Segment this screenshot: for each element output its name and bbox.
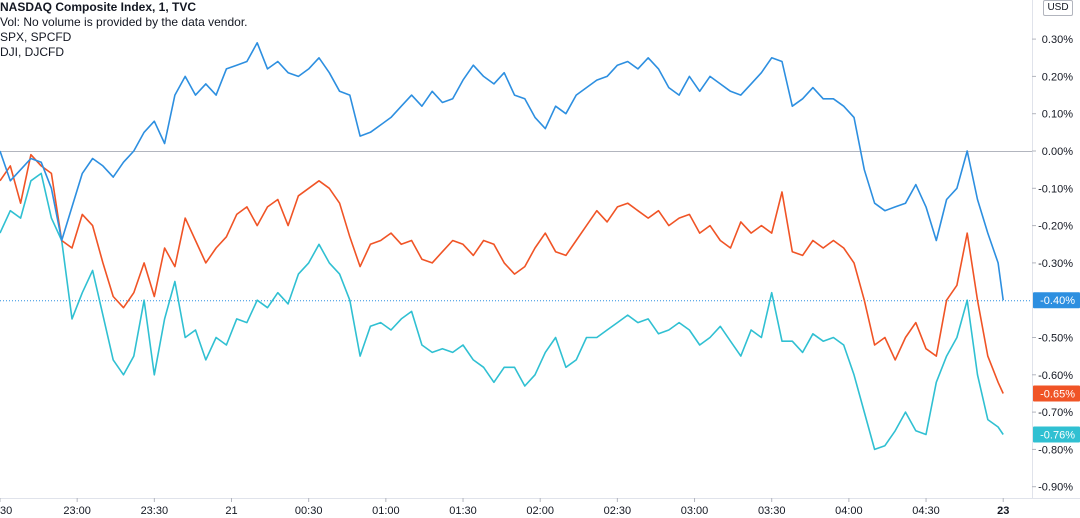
- currency-button[interactable]: USD: [1043, 0, 1073, 16]
- last-tag-text: -0.40%: [1040, 295, 1075, 307]
- x-tick-label: 04:00: [835, 505, 863, 517]
- last-tag-text: -0.65%: [1040, 388, 1075, 400]
- x-tick-label: 23:00: [63, 505, 91, 517]
- last-tag-text: -0.76%: [1040, 429, 1075, 441]
- dji-line[interactable]: [0, 172, 1004, 451]
- x-tick-label: 02:00: [526, 505, 554, 517]
- legend-spx[interactable]: SPX, SPCFD: [0, 30, 72, 44]
- y-tick-label: -0.80%: [1038, 444, 1073, 456]
- x-tick-label: 03:00: [681, 505, 709, 517]
- y-tick-label: 0.10%: [1042, 109, 1073, 121]
- y-tick-label: -0.70%: [1038, 407, 1073, 419]
- x-tick-label: 04:30: [912, 505, 940, 517]
- x-tick-label: 21: [225, 505, 237, 517]
- price-axis[interactable]: 0.30% 0.20% 0.10% 0.00% -0.10% -0.20% -0.30% -0…: [1032, 34, 1073, 494]
- y-tick-label: -0.50%: [1038, 333, 1073, 345]
- chart-legend: NASDAQ Composite Index, 1, TVC Vol: No v…: [0, 0, 247, 60]
- y-tick-label: 0.30%: [1042, 34, 1073, 46]
- y-tick-label: -0.10%: [1038, 183, 1073, 195]
- series-lines: [0, 42, 1004, 451]
- x-tick-label: 01:00: [372, 505, 400, 517]
- y-tick-label: 0.00%: [1042, 146, 1073, 158]
- legend-volume: Vol: No volume is provided by the data v…: [0, 15, 248, 29]
- dji-last-tag: -0.76%: [1033, 426, 1080, 443]
- y-tick-label: -0.20%: [1038, 221, 1073, 233]
- x-tick-label: 02:30: [604, 505, 632, 517]
- last-value-tags: -0.40% -0.65% -0.76%: [1033, 292, 1080, 443]
- x-tick-label: 00:30: [295, 505, 323, 517]
- y-tick-label: 0.20%: [1042, 71, 1073, 83]
- legend-dji[interactable]: DJI, DJCFD: [0, 45, 64, 59]
- last-tag-bg: [1033, 385, 1080, 402]
- x-tick-label: 30: [0, 505, 12, 517]
- last-tag-bg: [1033, 292, 1080, 309]
- x-tick-label: 01:30: [449, 505, 477, 517]
- x-tick-label: 03:30: [758, 505, 786, 517]
- x-tick-label: 23: [997, 505, 1009, 517]
- nasdaq-last-tag: -0.40%: [1033, 292, 1080, 309]
- legend-main-symbol[interactable]: NASDAQ Composite Index, 1, TVC: [0, 0, 197, 14]
- y-tick-label: -0.30%: [1038, 258, 1073, 270]
- nasdaq-line[interactable]: [0, 42, 1004, 301]
- spx-line[interactable]: [0, 153, 1004, 394]
- y-tick-label: -0.60%: [1038, 370, 1073, 382]
- spx-last-tag: -0.65%: [1033, 385, 1080, 402]
- last-tag-bg: [1033, 426, 1080, 443]
- x-tick-label: 23:30: [141, 505, 169, 517]
- y-tick-label: -0.90%: [1038, 482, 1073, 494]
- time-axis[interactable]: 30 23:00 23:30 21 00:30 01:00 01:30 02:00 02:30 0…: [0, 498, 1009, 517]
